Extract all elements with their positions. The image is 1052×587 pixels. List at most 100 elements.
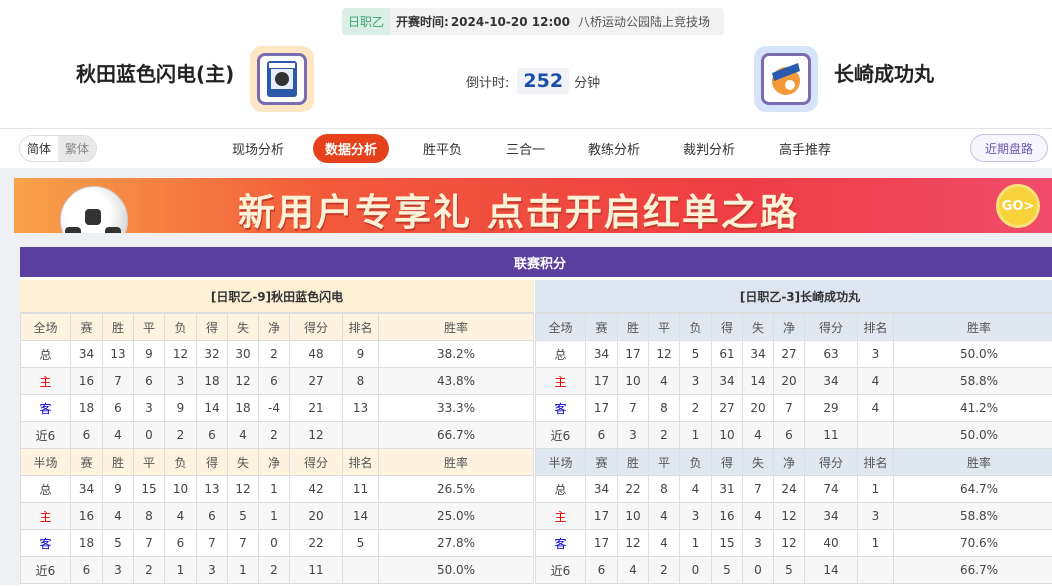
away-team-name[interactable]: 长崎成功丸 xyxy=(834,58,934,87)
column-header: 全场 xyxy=(21,314,71,341)
lang-traditional[interactable]: 繁体 xyxy=(58,136,96,161)
table-cell: 14 xyxy=(343,503,379,530)
countdown-unit: 分钟 xyxy=(574,72,600,91)
table-cell: 17 xyxy=(586,368,618,395)
row-label: 主 xyxy=(21,503,71,530)
table-cell: 6 xyxy=(259,368,290,395)
tab-data-analysis[interactable]: 数据分析 xyxy=(313,134,389,163)
table-cell: 58.8% xyxy=(894,503,1052,530)
column-header: 平 xyxy=(134,314,165,341)
tab-three-in-one[interactable]: 三合一 xyxy=(494,134,557,163)
table-cell: 6 xyxy=(134,368,165,395)
column-header: 负 xyxy=(165,449,197,476)
away-team-logo[interactable] xyxy=(754,46,818,112)
table-cell: 26.5% xyxy=(379,476,534,503)
column-header: 失 xyxy=(743,314,774,341)
table-cell: 10 xyxy=(712,422,743,449)
home-team-logo[interactable] xyxy=(250,46,314,112)
table-cell: 12 xyxy=(618,530,649,557)
table-cell: 43.8% xyxy=(379,368,534,395)
table-cell: 17 xyxy=(586,503,618,530)
table-cell: 11 xyxy=(805,422,858,449)
table-cell: 48 xyxy=(290,341,343,368)
column-header: 半场 xyxy=(536,449,586,476)
home-team-name[interactable]: 秋田蓝色闪电(主) xyxy=(76,58,234,87)
column-header: 负 xyxy=(165,314,197,341)
row-label: 客 xyxy=(21,395,71,422)
table-cell: 31 xyxy=(712,476,743,503)
table-cell: 12 xyxy=(774,503,805,530)
league-badge[interactable]: 日职乙 xyxy=(342,8,390,35)
analysis-nav: 简体 繁体 现场分析 数据分析 胜平负 三合一 教练分析 裁判分析 高手推荐 近… xyxy=(0,128,1052,168)
table-cell: 17 xyxy=(586,395,618,422)
row-label: 客 xyxy=(536,395,586,422)
tab-referee-analysis[interactable]: 裁判分析 xyxy=(671,134,747,163)
table-cell: 16 xyxy=(71,368,103,395)
table-cell: 61 xyxy=(712,341,743,368)
table-cell: 17 xyxy=(618,341,649,368)
table-cell xyxy=(343,422,379,449)
row-label: 近6 xyxy=(21,557,71,584)
tab-live-analysis[interactable]: 现场分析 xyxy=(220,134,296,163)
table-cell: 64.7% xyxy=(894,476,1052,503)
table-cell: 29 xyxy=(805,395,858,422)
table-cell: 34 xyxy=(743,341,774,368)
table-cell: 27 xyxy=(290,368,343,395)
tab-expert-picks[interactable]: 高手推荐 xyxy=(767,134,843,163)
table-cell: 70.6% xyxy=(894,530,1052,557)
table-cell: 7 xyxy=(618,395,649,422)
table-cell: 7 xyxy=(743,476,774,503)
column-header: 净 xyxy=(259,314,290,341)
table-cell: 5 xyxy=(343,530,379,557)
akita-logo-icon xyxy=(265,59,299,99)
lang-simplified[interactable]: 简体 xyxy=(20,136,58,161)
table-cell: 10 xyxy=(165,476,197,503)
table-cell: 0 xyxy=(680,557,712,584)
venue: 八桥运动公园陆上竞技场 xyxy=(570,13,724,30)
column-header: 胜 xyxy=(103,449,134,476)
column-header: 排名 xyxy=(858,449,894,476)
table-cell: 22 xyxy=(290,530,343,557)
table-cell: 12 xyxy=(165,341,197,368)
away-standings-header: [日职乙-3]长崎成功丸 xyxy=(535,280,1052,313)
table-cell: 6 xyxy=(197,503,228,530)
table-cell: 20 xyxy=(290,503,343,530)
promo-banner[interactable]: 新用户专享礼 点击开启红单之路 GO> xyxy=(14,178,1052,233)
column-header: 赛 xyxy=(586,314,618,341)
table-cell: 12 xyxy=(290,422,343,449)
column-header: 得 xyxy=(712,449,743,476)
table-cell: 13 xyxy=(197,476,228,503)
table-cell: 2 xyxy=(259,557,290,584)
tab-win-draw-lose[interactable]: 胜平负 xyxy=(411,134,474,163)
go-button[interactable]: GO> xyxy=(996,184,1040,228)
table-cell: 1 xyxy=(165,557,197,584)
column-header: 赛 xyxy=(71,314,103,341)
table-cell: 20 xyxy=(774,368,805,395)
column-header: 胜率 xyxy=(379,449,534,476)
table-cell: 41.2% xyxy=(894,395,1052,422)
recent-handicap-button[interactable]: 近期盘路 xyxy=(970,134,1048,162)
row-label: 客 xyxy=(21,530,71,557)
table-cell: 2 xyxy=(165,422,197,449)
table-cell: 18 xyxy=(71,530,103,557)
column-header: 排名 xyxy=(858,314,894,341)
table-cell: 7 xyxy=(197,530,228,557)
table-cell: 9 xyxy=(103,476,134,503)
table-cell: 24 xyxy=(774,476,805,503)
column-header: 胜率 xyxy=(894,314,1052,341)
table-cell: 18 xyxy=(228,395,259,422)
table-cell: 3 xyxy=(197,557,228,584)
tab-coach-analysis[interactable]: 教练分析 xyxy=(576,134,652,163)
table-cell: 1 xyxy=(259,503,290,530)
kickoff-time: 2024-10-20 12:00 xyxy=(449,15,570,29)
